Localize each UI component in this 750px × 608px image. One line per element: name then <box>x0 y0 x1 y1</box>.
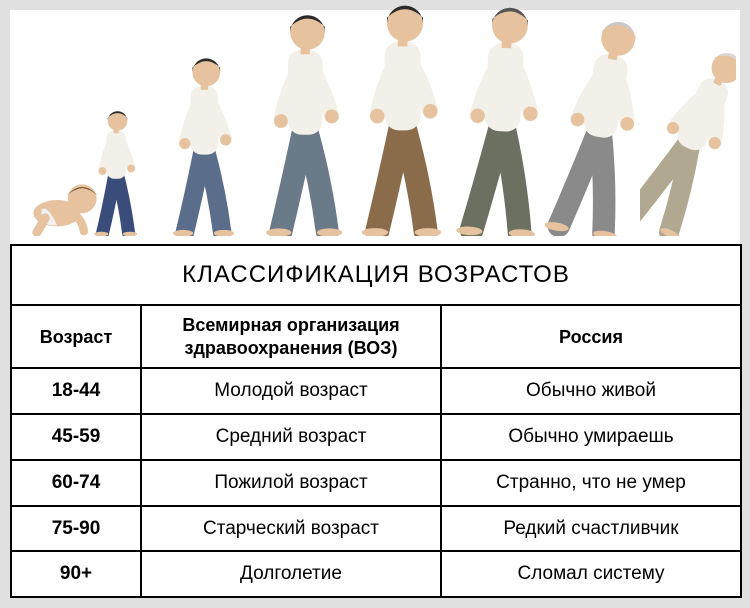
card: КЛАССИФИКАЦИЯ ВОЗРАСТОВ Возраст Всемирна… <box>10 10 740 598</box>
figure-child <box>85 106 147 236</box>
figure-adult <box>345 0 460 236</box>
table-title: КЛАССИФИКАЦИЯ ВОЗРАСТОВ <box>11 245 741 305</box>
cell-russia: Редкий счастливчик <box>441 506 741 552</box>
cell-age: 60-74 <box>11 460 141 506</box>
col-header-who: Всемирная организация здравоохранения (В… <box>141 305 441 368</box>
cell-who: Старческий возраст <box>141 506 441 552</box>
col-header-age: Возраст <box>11 305 141 368</box>
cell-russia: Странно, что не умер <box>441 460 741 506</box>
cell-who: Долголетие <box>141 551 441 597</box>
figure-young-adult <box>250 6 360 236</box>
table-row: 45-59 Средний возраст Обычно умираешь <box>11 414 741 460</box>
cell-age: 18-44 <box>11 368 141 414</box>
cell-age: 75-90 <box>11 506 141 552</box>
col-header-russia: Россия <box>441 305 741 368</box>
aging-illustration <box>10 10 740 244</box>
cell-age: 45-59 <box>11 414 141 460</box>
table-row: 60-74 Пожилой возраст Странно, что не ум… <box>11 460 741 506</box>
figure-middle-aged <box>445 0 559 236</box>
table-row: 75-90 Старческий возраст Редкий счастлив… <box>11 506 741 552</box>
cell-russia: Сломал систему <box>441 551 741 597</box>
cell-russia: Обычно умираешь <box>441 414 741 460</box>
cell-who: Пожилой возраст <box>141 460 441 506</box>
table-row: 90+ Долголетие Сломал систему <box>11 551 741 597</box>
cell-who: Средний возраст <box>141 414 441 460</box>
figure-senior <box>545 11 653 236</box>
cell-who: Молодой возраст <box>141 368 441 414</box>
figure-teen <box>160 51 249 236</box>
figure-elderly <box>640 36 736 236</box>
cell-russia: Обычно живой <box>441 368 741 414</box>
age-classification-table: КЛАССИФИКАЦИЯ ВОЗРАСТОВ Возраст Всемирна… <box>10 244 742 598</box>
table-row: 18-44 Молодой возраст Обычно живой <box>11 368 741 414</box>
cell-age: 90+ <box>11 551 141 597</box>
